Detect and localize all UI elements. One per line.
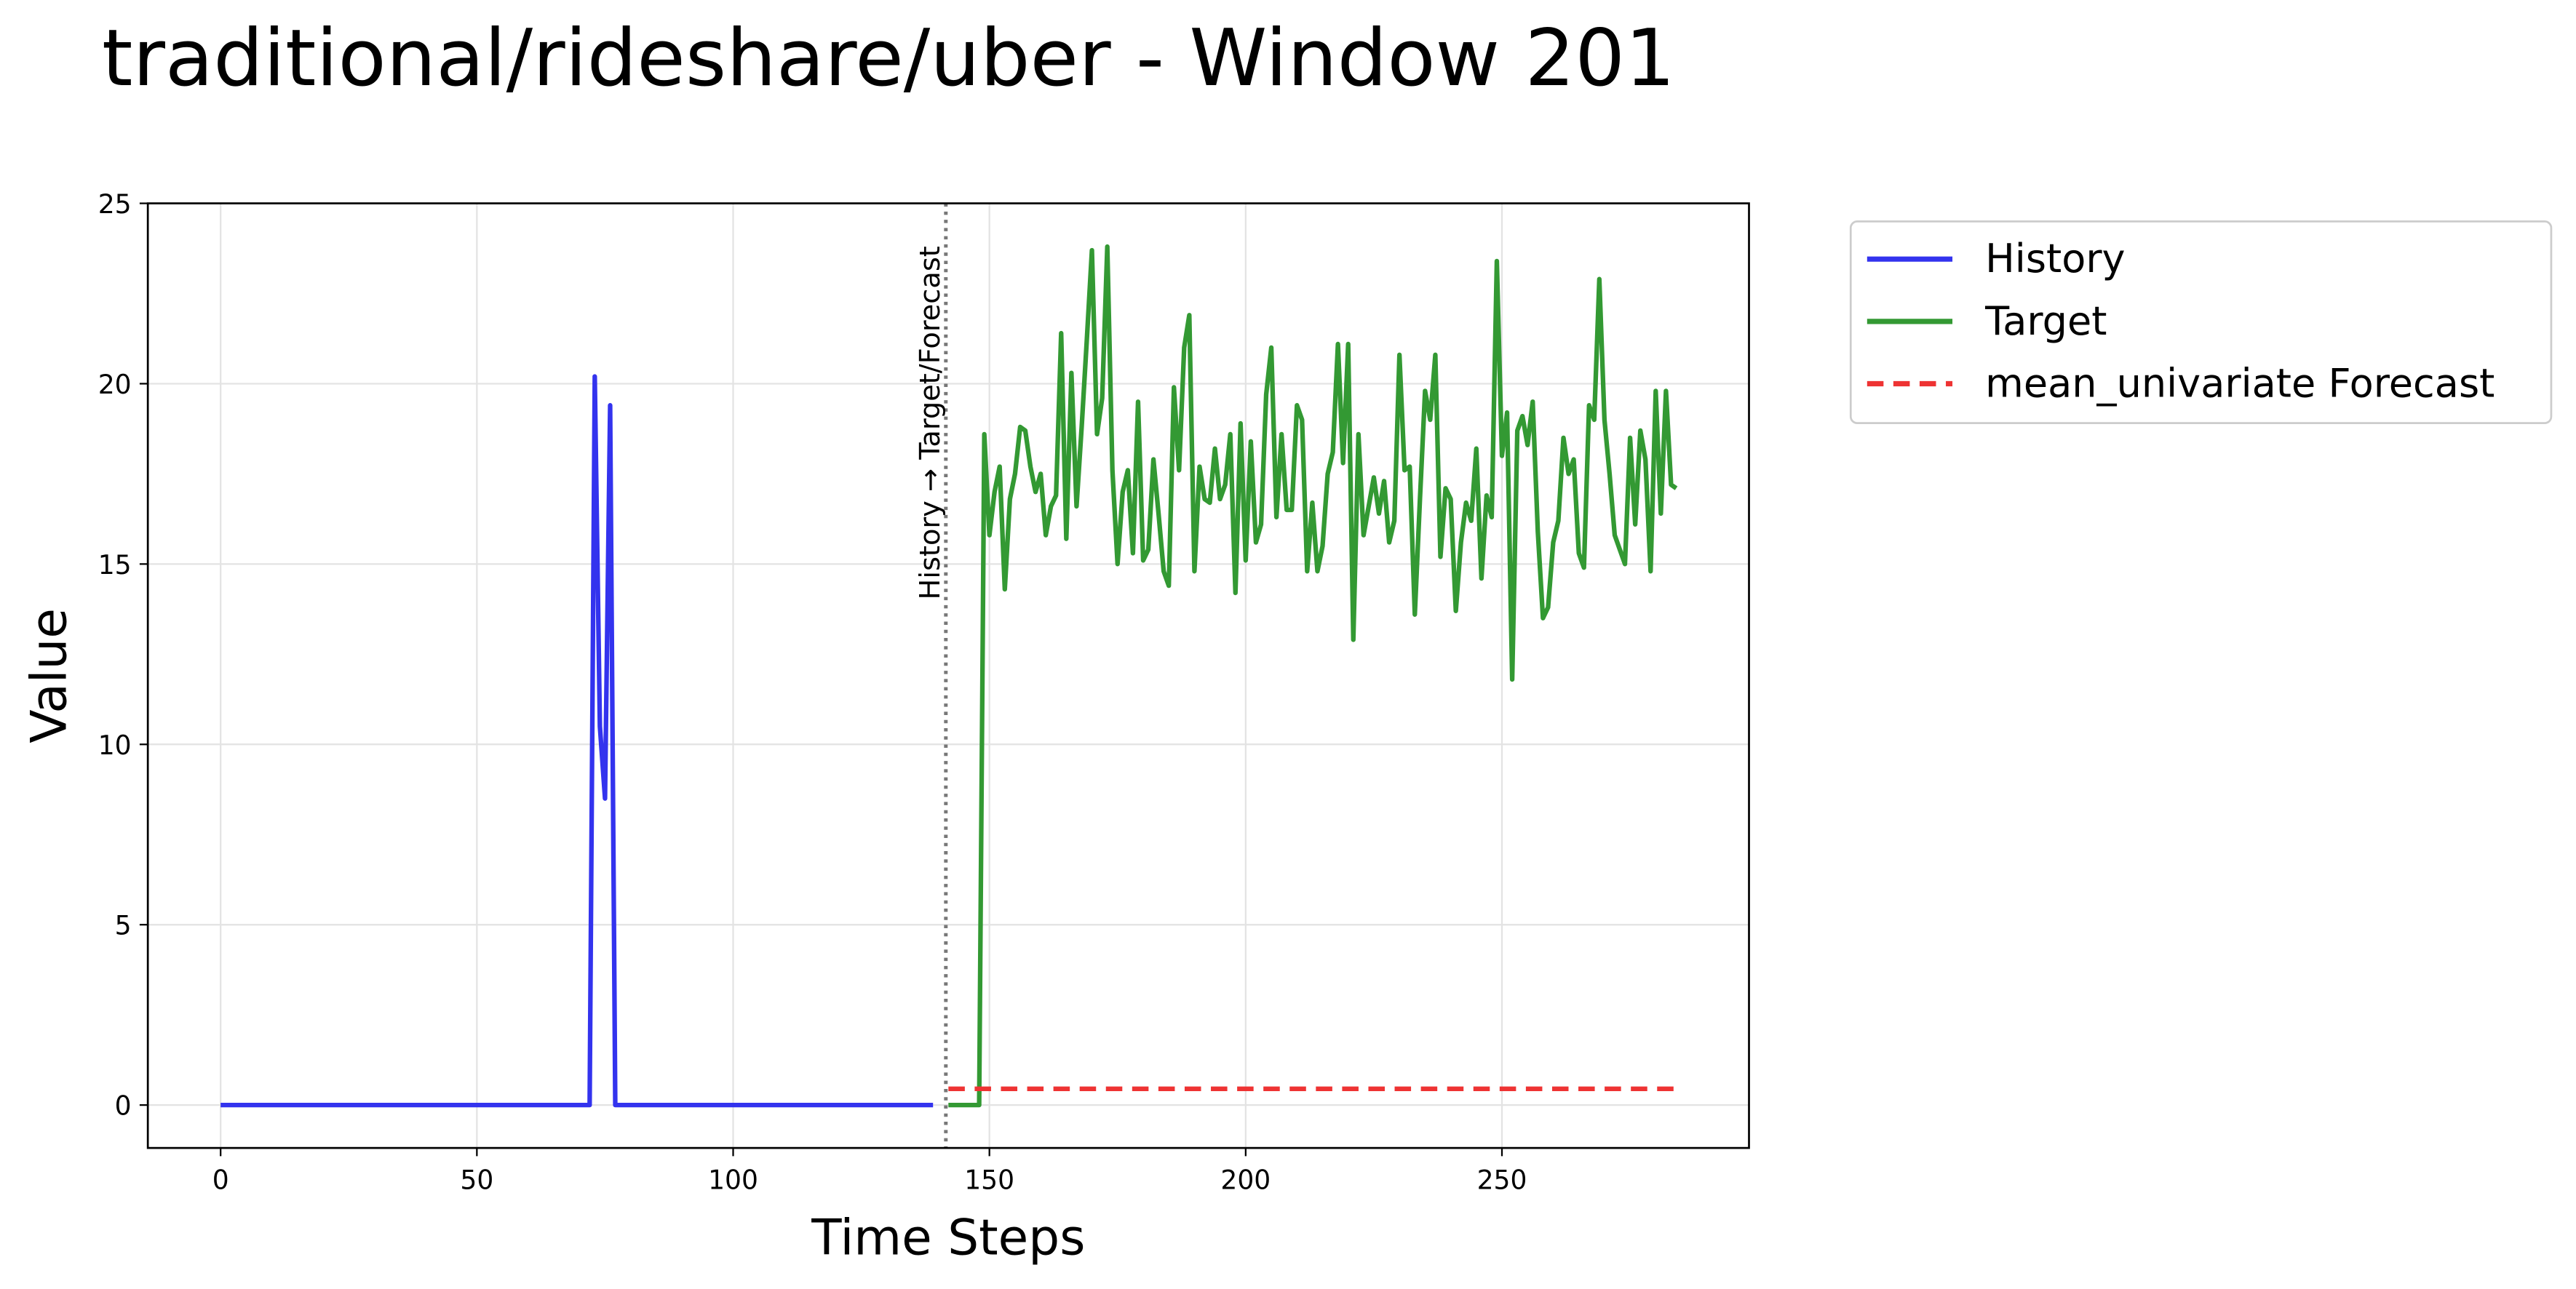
legend-box [1849,220,2553,425]
plot-frame [146,202,1750,1149]
y-tick-label: 15 [98,550,132,580]
y-tick-label: 5 [115,911,132,941]
x-tick-label: 0 [212,1165,229,1195]
x-tick-label: 150 [964,1165,1014,1195]
x-tick-label: 250 [1477,1165,1527,1195]
legend-label: Target [1984,298,2107,344]
series-line [220,374,934,1108]
series-line [948,244,1678,1108]
chart-title: traditional/rideshare/uber - Window 201 [102,12,1675,104]
y-tick-label: 10 [98,730,132,761]
x-tick-label: 100 [708,1165,758,1195]
annotation: History → Target/Forecast [914,246,947,599]
x-tick-label: 50 [460,1165,493,1195]
y-axis-label: Value [20,608,77,743]
y-tick-label: 0 [115,1091,132,1122]
legend-label: History [1985,236,2125,282]
x-axis-label: Time Steps [811,1209,1085,1266]
x-tick-label: 200 [1220,1165,1271,1195]
y-tick-label: 25 [98,189,132,220]
legend-label: mean_univariate Forecast [1985,361,2494,407]
y-tick-label: 20 [98,370,132,400]
